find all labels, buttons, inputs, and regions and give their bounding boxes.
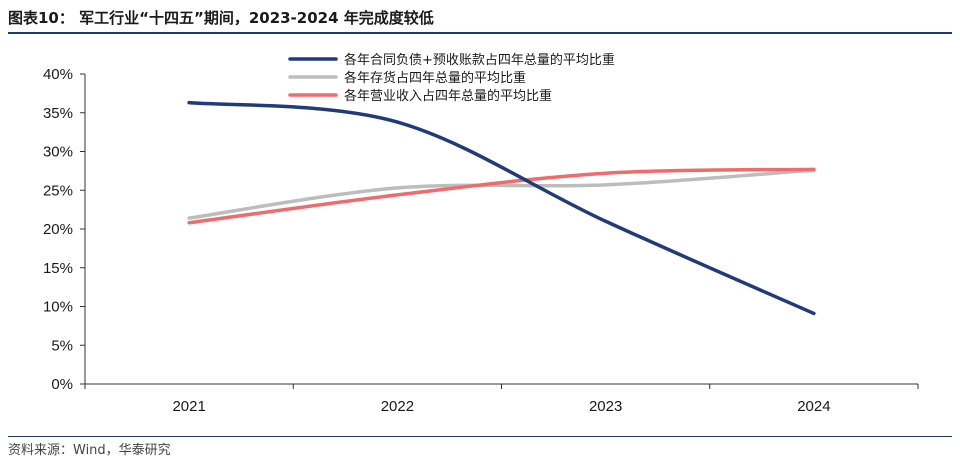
- legend-label-1: 各年合同负债+预收账款占四年总量的平均比重: [344, 52, 615, 68]
- series-line-3: [187, 167, 816, 225]
- y-tick-label: 30%: [43, 144, 73, 161]
- data-point-s2-2022: [395, 186, 399, 190]
- data-point-s3-2024: [812, 167, 816, 171]
- y-tick-label: 25%: [43, 182, 73, 199]
- y-tick-label: 35%: [43, 105, 73, 122]
- legend-label-2: 各年存货占四年总量的平均比重: [344, 70, 526, 86]
- source-divider: [8, 436, 952, 437]
- y-tick-label: 5%: [51, 337, 73, 354]
- data-point-s3-2021: [187, 221, 191, 225]
- x-tick-label: 2024: [797, 398, 830, 415]
- data-point-s1-2023: [604, 219, 608, 223]
- y-tick-label: 40%: [43, 66, 73, 83]
- y-tick-label: 20%: [43, 221, 73, 238]
- data-point-s3-2022: [395, 193, 399, 197]
- data-point-s3-2023: [604, 171, 608, 175]
- figure-title: 图表10： 军工行业“十四五”期间，2023-2024 年完成度较低: [8, 9, 434, 27]
- x-tick-label: 2023: [589, 398, 622, 415]
- legend: 各年合同负债+预收账款占四年总量的平均比重各年存货占四年总量的平均比重各年营业收…: [288, 52, 615, 104]
- source-note: 资料来源：Wind，华泰研究: [8, 443, 171, 458]
- title-divider: [8, 32, 952, 34]
- series-line-2: [187, 168, 816, 220]
- series-line-1: [187, 100, 816, 316]
- x-tick-label: 2021: [172, 398, 205, 415]
- data-point-s1-2024: [812, 311, 816, 315]
- data-point-s1-2022: [395, 120, 399, 124]
- y-tick-label: 10%: [43, 299, 73, 316]
- series-lines: [187, 100, 816, 316]
- axes: 0% 5% 10% 15% 20% 25% 30% 35% 40% 2021 2022 2023 202…: [43, 66, 919, 415]
- legend-label-3: 各年营业收入占四年总量的平均比重: [344, 88, 552, 104]
- data-point-s2-2023: [604, 183, 608, 187]
- data-point-s1-2021: [187, 101, 191, 105]
- y-tick-label: 0%: [51, 376, 73, 393]
- data-point-s2-2021: [187, 216, 191, 220]
- y-tick-label: 15%: [43, 260, 73, 277]
- x-tick-label: 2022: [381, 398, 414, 415]
